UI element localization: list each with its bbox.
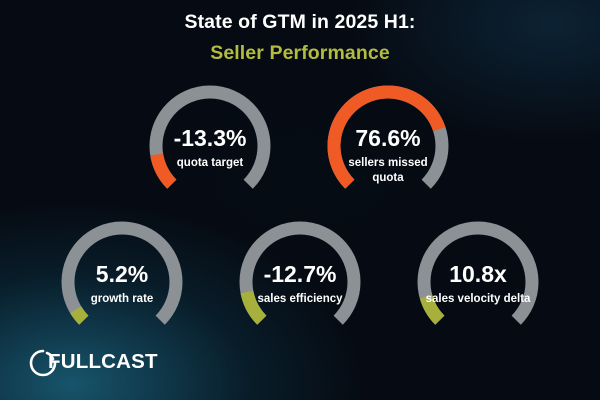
gauge-label: sales velocity delta [425, 293, 531, 305]
gauge-fill [240, 290, 267, 325]
page-subtitle: Seller Performance [210, 42, 390, 64]
gauge-track [239, 221, 361, 325]
gauge-track [417, 221, 539, 325]
gauge-ring [61, 221, 183, 325]
gauge-sellers-missed-quota: 76.6% sellers missed quota [322, 85, 454, 200]
gauge-track [149, 85, 271, 189]
gauge-value: -12.7% [263, 261, 337, 287]
gauge-fill [150, 153, 177, 189]
gauge-value: 5.2% [95, 261, 149, 287]
page-title: State of GTM in 2025 H1: [184, 11, 416, 33]
gauge-sales-velocity-delta: 10.8x sales velocity delta [412, 221, 544, 336]
gauge-quota-target: -13.3% quota target [144, 85, 276, 200]
gauge-fill [70, 306, 89, 325]
gauge-growth-rate: 5.2% growth rate [56, 221, 188, 336]
gauge-label: growth rate [90, 293, 154, 305]
gauge-label: quota target [176, 157, 244, 169]
gauge-label: sellers missed quota [348, 157, 428, 184]
gauge-sales-efficiency: -12.7% sales efficiency [234, 221, 366, 336]
gauge-label: sales efficiency [257, 293, 343, 305]
gauge-value: -13.3% [173, 125, 247, 151]
fullcast-logo-icon [29, 349, 57, 377]
gauge-track [61, 221, 183, 325]
logo-wordmark: FULLCAST [48, 350, 158, 373]
gauge-fill [419, 294, 445, 325]
gauge-ring [149, 85, 271, 189]
gauge-ring [239, 221, 361, 325]
gauge-value: 76.6% [355, 125, 421, 151]
gauge-fill [327, 85, 446, 189]
gauge-ring [327, 85, 449, 189]
gauge-value: 10.8x [449, 261, 507, 287]
gauge-ring [417, 221, 539, 325]
